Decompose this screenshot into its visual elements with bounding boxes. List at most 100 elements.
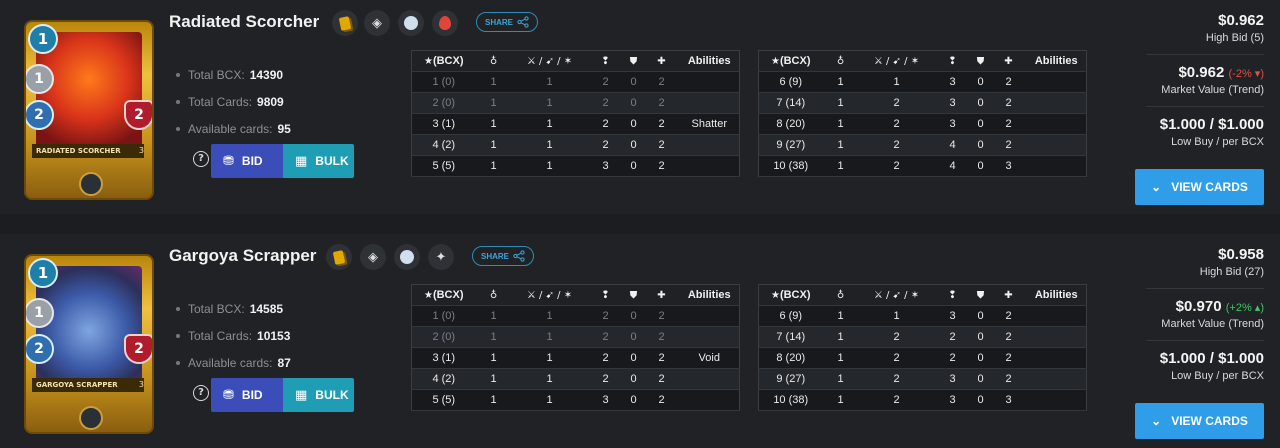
- level-cell: 8 (20): [758, 113, 823, 135]
- abilities-cell: [1026, 305, 1087, 327]
- armor-icon: ⛊: [629, 56, 638, 67]
- card-title[interactable]: Gargoya Scrapper: [169, 246, 317, 265]
- col-header-armor[interactable]: ⛊: [970, 284, 991, 306]
- card-stats: Total BCX: 14585 Total Cards: 10153 Availa…: [176, 295, 291, 376]
- view-cards-button[interactable]: ⌄ VIEW CARDS: [1135, 403, 1264, 439]
- table-row: 4 (2) 1 1 2 0 2: [411, 134, 740, 156]
- level-cell: 6 (9): [758, 305, 823, 327]
- level-cell: 10 (38): [758, 389, 823, 411]
- col-header-speed[interactable]: ❢: [587, 50, 624, 72]
- share-button[interactable]: SHARE: [476, 12, 538, 32]
- summoner-icon: ✦: [428, 244, 454, 270]
- col-header-abilities[interactable]: Abilities: [679, 284, 740, 306]
- attack-icon: 1: [26, 64, 54, 94]
- abilities-cell: Void: [679, 347, 740, 369]
- col-header-speed[interactable]: ❢: [934, 284, 971, 306]
- col-header-bcx[interactable]: ★(BCX): [411, 50, 476, 72]
- caret-down-icon: ▾: [1254, 68, 1261, 80]
- col-header-abilities[interactable]: Abilities: [1026, 284, 1087, 306]
- health-cell: 2: [643, 347, 680, 369]
- market-value-amount: $0.970: [1175, 298, 1222, 315]
- mana-cell: 1: [475, 326, 512, 348]
- card-art: [36, 266, 142, 384]
- mana-cell: 1: [475, 71, 512, 93]
- speed-cell: 2: [934, 326, 971, 348]
- help-icon[interactable]: ?: [193, 151, 209, 167]
- col-header-mana[interactable]: ♁: [475, 50, 512, 72]
- col-header-health[interactable]: ✚: [990, 50, 1027, 72]
- abilities-cell: [679, 92, 740, 114]
- speed-cell: 2: [587, 113, 624, 135]
- bid-button[interactable]: ⛃ BID: [211, 144, 283, 178]
- table-row: 8 (20) 1 2 3 0 2: [758, 113, 1087, 135]
- col-header-speed[interactable]: ❢: [934, 50, 971, 72]
- help-icon[interactable]: ?: [193, 385, 209, 401]
- card-title[interactable]: Radiated Scorcher: [169, 12, 320, 31]
- col-header-attack[interactable]: ⚔ / ➹ / ✶: [511, 50, 588, 72]
- market-value-amount: $0.962: [1178, 64, 1225, 81]
- col-header-attack[interactable]: ⚔ / ➹ / ✶: [858, 50, 935, 72]
- armor-cell: 0: [970, 92, 991, 114]
- armor-cell: 0: [970, 71, 991, 93]
- card-image[interactable]: 1 1 2 2 GARGOYA SCRAPPER 3: [24, 254, 154, 434]
- col-header-mana[interactable]: ♁: [822, 50, 859, 72]
- col-header-speed[interactable]: ❢: [587, 284, 624, 306]
- col-header-mana[interactable]: ♁: [475, 284, 512, 306]
- mana-cell: 1: [822, 326, 859, 348]
- attack-cell: 1: [511, 305, 588, 327]
- attack-cell: 1: [511, 368, 588, 390]
- health-cell: 2: [643, 113, 680, 135]
- low-buy: $1.000 / $1.000 Low Buy / per BCX: [1160, 350, 1264, 382]
- share-icon: [517, 16, 529, 28]
- col-header-armor[interactable]: ⛊: [623, 284, 644, 306]
- health-icon: ✚: [657, 56, 666, 67]
- col-header-attack[interactable]: ⚔ / ➹ / ✶: [511, 284, 588, 306]
- attack-cell: 1: [511, 92, 588, 114]
- market-value-label: Market Value (Trend): [1161, 84, 1264, 96]
- fire-element-icon: [432, 10, 458, 36]
- speed-cell: 2: [587, 368, 624, 390]
- mana-cell: 1: [475, 368, 512, 390]
- mana-cell: 1: [822, 305, 859, 327]
- col-header-bcx[interactable]: ★(BCX): [758, 50, 823, 72]
- mana-icon: 1: [28, 258, 58, 288]
- trend-badge: (-2% ▾): [1228, 68, 1265, 80]
- attack-cell: 2: [858, 155, 935, 177]
- trend-badge: (+2% ▴): [1225, 302, 1264, 314]
- col-header-health[interactable]: ✚: [643, 284, 680, 306]
- bid-button[interactable]: ⛃ BID: [211, 378, 283, 412]
- calculator-icon: ▦: [295, 153, 308, 169]
- level-cell: 1 (0): [411, 71, 476, 93]
- table-row: 10 (38) 1 2 3 0 3: [758, 389, 1087, 411]
- armor-cell: 0: [970, 305, 991, 327]
- share-button[interactable]: SHARE: [472, 246, 534, 266]
- health-cell: 2: [990, 305, 1027, 327]
- col-header-mana[interactable]: ♁: [822, 284, 859, 306]
- col-header-health[interactable]: ✚: [990, 284, 1027, 306]
- col-header-attack[interactable]: ⚔ / ➹ / ✶: [858, 284, 935, 306]
- card-image[interactable]: 1 1 2 2 RADIATED SCORCHER 3: [24, 20, 154, 200]
- mana-cell: 1: [822, 92, 859, 114]
- col-header-health[interactable]: ✚: [643, 50, 680, 72]
- attack-cell: 1: [511, 347, 588, 369]
- armor-icon: ⛊: [629, 290, 638, 301]
- col-header-bcx[interactable]: ★(BCX): [758, 284, 823, 306]
- mana-cell: 1: [822, 347, 859, 369]
- health-icon: ✚: [657, 290, 666, 301]
- attack-cell: 1: [511, 326, 588, 348]
- card-stats: Total BCX: 14390 Total Cards: 9809 Availab…: [176, 61, 291, 142]
- bulk-button[interactable]: ▦ BULK: [283, 378, 354, 412]
- col-header-bcx[interactable]: ★(BCX): [411, 284, 476, 306]
- table-row: 5 (5) 1 1 3 0 2: [411, 155, 740, 177]
- view-cards-button[interactable]: ⌄ VIEW CARDS: [1135, 169, 1264, 205]
- attack-cell: 1: [511, 134, 588, 156]
- health-cell: 2: [643, 71, 680, 93]
- attack-cell: 1: [511, 155, 588, 177]
- col-header-abilities[interactable]: Abilities: [679, 50, 740, 72]
- health-cell: 3: [990, 389, 1027, 411]
- col-header-armor[interactable]: ⛊: [623, 50, 644, 72]
- col-header-armor[interactable]: ⛊: [970, 50, 991, 72]
- col-header-abilities[interactable]: Abilities: [1026, 50, 1087, 72]
- gold-card-icon: [332, 10, 358, 36]
- bulk-button[interactable]: ▦ BULK: [283, 144, 354, 178]
